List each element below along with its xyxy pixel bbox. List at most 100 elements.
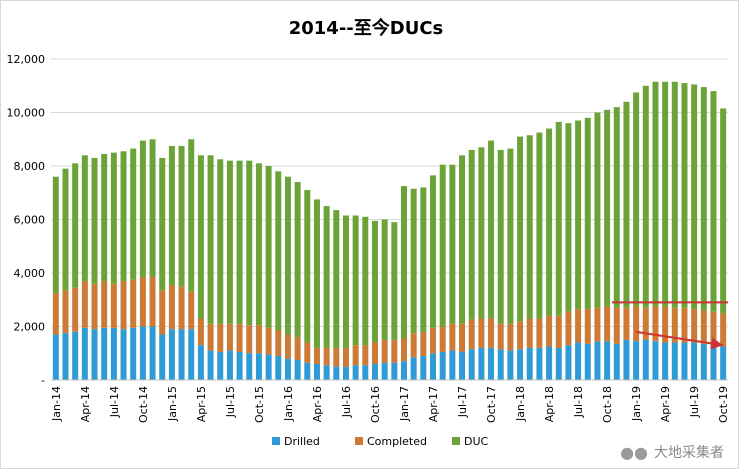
x-tick-label: Jul-19 (688, 386, 701, 418)
x-tick-label: Jan-18 (514, 386, 527, 422)
bar-drilled (459, 351, 466, 380)
bar-completed (265, 327, 272, 355)
bar-duc (381, 219, 388, 340)
bar-drilled (110, 327, 117, 380)
bar-drilled (720, 346, 727, 380)
bar-completed (294, 337, 301, 360)
bar-duc (323, 206, 330, 348)
x-tick-label: Apr-14 (79, 386, 92, 422)
bar-duc (217, 159, 224, 324)
bar-drilled (52, 334, 59, 380)
bar-duc (197, 155, 204, 319)
x-tick-label: Oct-17 (485, 386, 498, 423)
bar-completed (91, 283, 98, 330)
bar-drilled (575, 342, 582, 380)
bar-drilled (633, 341, 640, 380)
bar-duc (168, 145, 175, 286)
bar-completed (613, 307, 620, 344)
x-tick-label: Apr-17 (427, 386, 440, 422)
bar-duc (642, 85, 649, 308)
bar-completed (371, 342, 378, 364)
bar-completed (255, 325, 262, 354)
bar-drilled (555, 347, 562, 380)
bar-duc (188, 139, 195, 292)
bar-completed (197, 318, 204, 346)
bar-drilled (681, 342, 688, 380)
bar-drilled (468, 349, 475, 380)
bar-drilled (536, 347, 543, 380)
bar-completed (700, 310, 707, 344)
bar-duc (478, 147, 485, 319)
x-tick-label: Jan-19 (630, 386, 643, 422)
bar-drilled (304, 362, 311, 380)
bar-drilled (662, 342, 669, 380)
watermark-text: 大地采集者 (654, 445, 724, 461)
legend-swatch-drilled (272, 437, 280, 445)
y-tick-label: 8,000 (14, 160, 46, 173)
bar-drilled (207, 350, 214, 380)
bar-completed (246, 325, 253, 354)
bar-duc (410, 188, 417, 334)
y-tick-label: 6,000 (14, 214, 46, 227)
bar-drilled (120, 329, 127, 380)
bar-completed (178, 286, 185, 330)
bar-duc (681, 83, 688, 308)
bar-completed (52, 293, 59, 335)
bar-completed (565, 311, 572, 346)
bar-duc (449, 164, 456, 324)
bar-drilled (497, 349, 504, 380)
bar-completed (120, 281, 127, 330)
bar-duc (613, 107, 620, 308)
bar-duc (517, 136, 524, 322)
bar-drilled (342, 366, 349, 380)
bar-completed (478, 318, 485, 348)
legend-label: Drilled (284, 435, 320, 448)
x-tick-label: Jul-14 (108, 386, 121, 418)
bar-completed (352, 345, 359, 366)
bar-duc (507, 148, 514, 324)
bar-duc (720, 108, 727, 314)
bar-duc (526, 135, 533, 319)
bar-drilled (255, 353, 262, 380)
bar-duc (236, 160, 243, 324)
y-tick-label: - (41, 374, 45, 387)
bar-drilled (139, 326, 146, 380)
annotations-layer (611, 301, 728, 350)
bar-drilled (565, 345, 572, 380)
bar-duc (120, 151, 127, 282)
x-tick-label: Jan-15 (166, 386, 179, 422)
bar-duc (362, 216, 369, 346)
bar-completed (62, 290, 69, 334)
bar-duc (226, 160, 233, 324)
bar-completed (323, 347, 330, 366)
bar-duc (246, 160, 253, 326)
bar-duc (178, 145, 185, 287)
x-tick-label: Oct-19 (717, 386, 730, 423)
x-tick-label: Oct-15 (253, 386, 266, 423)
chart-title: 2014--至今DUCs (289, 17, 444, 39)
bar-completed (691, 309, 698, 343)
watermark: ●● 大地采集者 (620, 442, 724, 462)
bar-completed (81, 281, 88, 328)
bar-duc (633, 92, 640, 307)
bar-completed (459, 323, 466, 352)
bar-duc (72, 163, 79, 288)
bar-duc (662, 81, 669, 307)
bar-completed (584, 309, 591, 344)
annotation-arrow (635, 330, 724, 350)
bar-drilled (333, 366, 340, 380)
bar-completed (72, 287, 79, 332)
bar-duc (159, 157, 166, 291)
bar-duc (294, 182, 301, 338)
bar-completed (401, 338, 408, 362)
bar-duc (139, 140, 146, 278)
bar-duc (371, 220, 378, 343)
bar-duc (604, 109, 611, 307)
bar-completed (652, 306, 659, 342)
bar-drilled (526, 347, 533, 380)
bar-duc (352, 215, 359, 346)
bar-completed (226, 323, 233, 351)
bars-layer (52, 81, 727, 380)
bar-duc (304, 190, 311, 343)
bar-completed (101, 281, 108, 328)
